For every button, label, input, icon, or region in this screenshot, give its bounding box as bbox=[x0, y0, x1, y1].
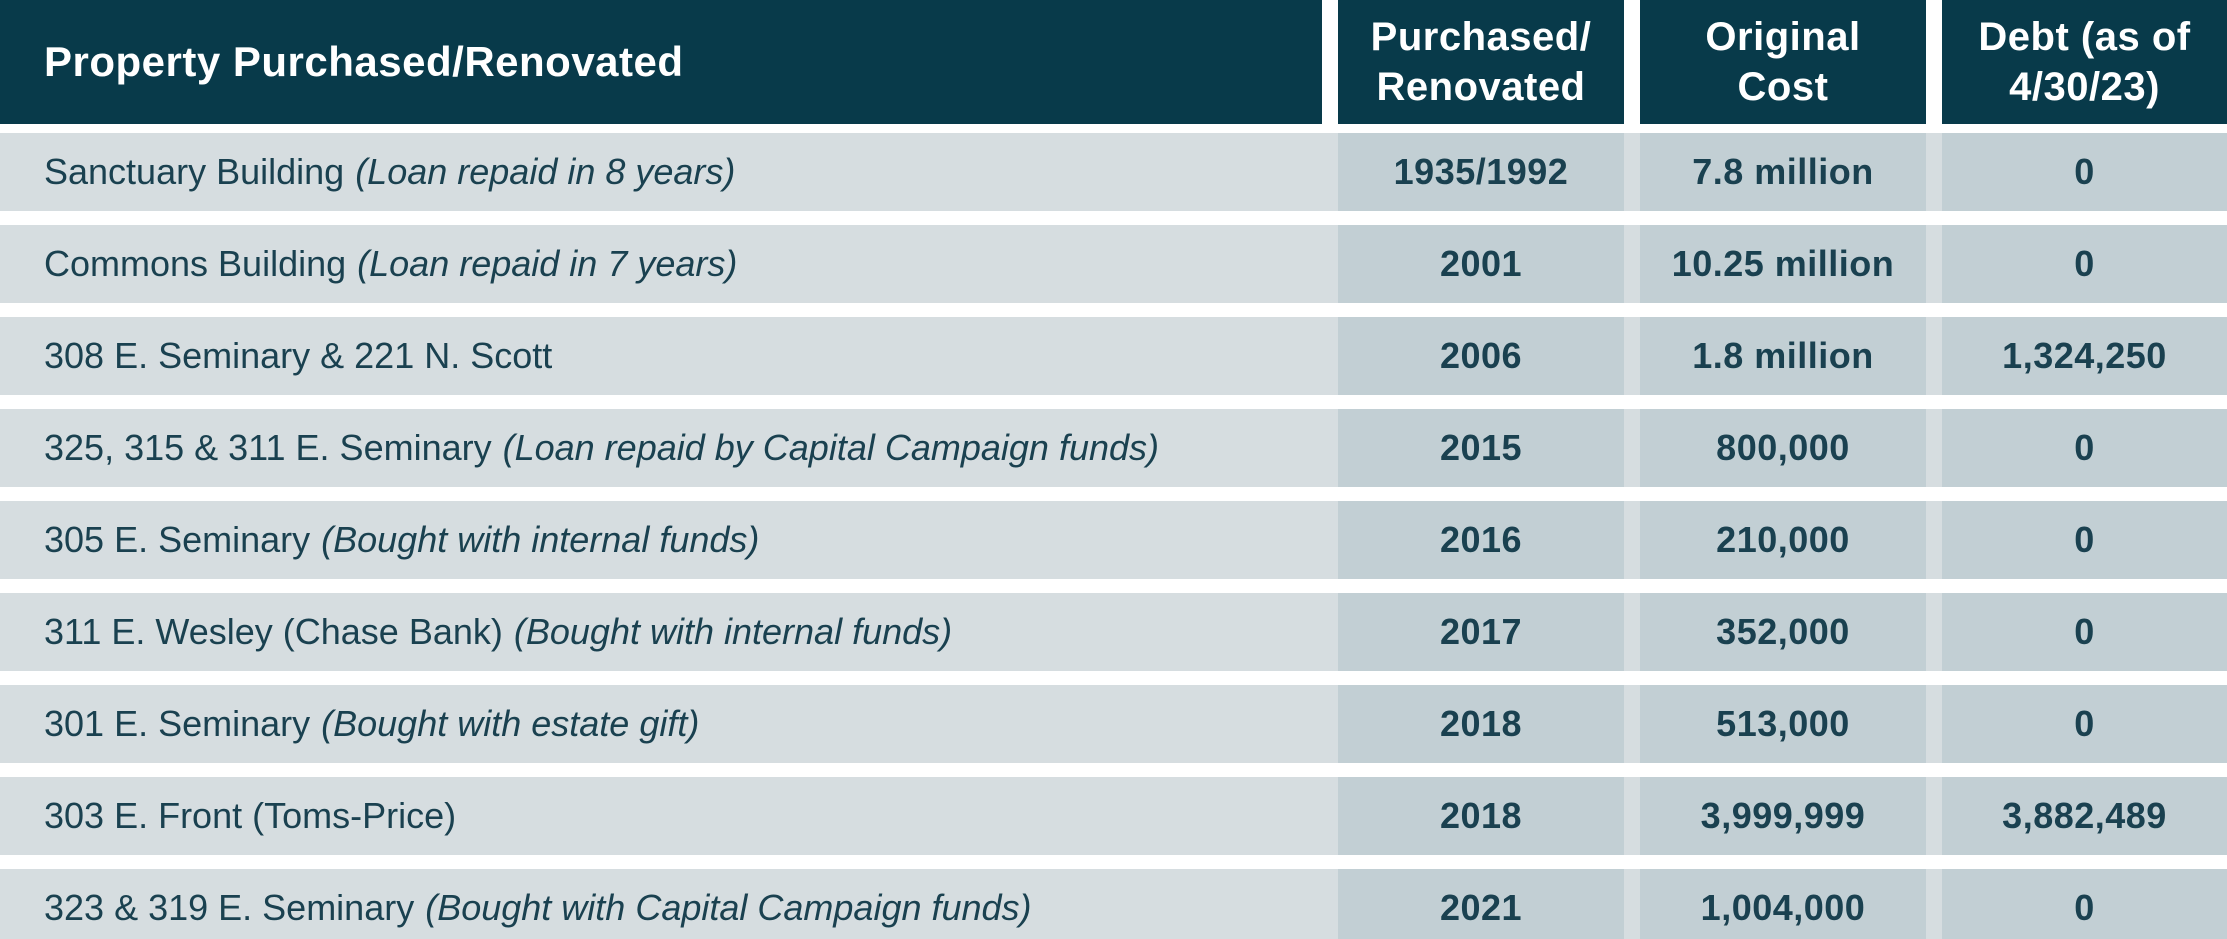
property-note: (Loan repaid by Capital Campaign funds) bbox=[502, 427, 1159, 468]
year-cell: 1935/1992 bbox=[1338, 133, 1624, 211]
cost-cell: 210,000 bbox=[1640, 501, 1926, 579]
header-debt: Debt (as of 4/30/23) bbox=[1942, 0, 2227, 124]
property-name: 323 & 319 E. Seminary bbox=[44, 887, 415, 928]
year-cell: 2018 bbox=[1338, 685, 1624, 763]
debt-cell: 0 bbox=[1942, 409, 2227, 487]
property-note: (Bought with internal funds) bbox=[513, 611, 953, 652]
property-cell: 325, 315 & 311 E. Seminary (Loan repaid … bbox=[44, 409, 1159, 487]
table-row: 303 E. Front (Toms-Price) 2018 3,999,999… bbox=[0, 777, 2227, 855]
property-note: (Bought with estate gift) bbox=[321, 703, 700, 744]
cost-cell: 513,000 bbox=[1640, 685, 1926, 763]
table-row: Commons Building (Loan repaid in 7 years… bbox=[0, 225, 2227, 303]
property-name: 311 E. Wesley (Chase Bank) bbox=[44, 611, 503, 652]
table-row: Sanctuary Building (Loan repaid in 8 yea… bbox=[0, 133, 2227, 211]
cost-cell: 1.8 million bbox=[1640, 317, 1926, 395]
property-cell: 303 E. Front (Toms-Price) bbox=[44, 777, 456, 855]
debt-cell: 0 bbox=[1942, 501, 2227, 579]
property-name: 308 E. Seminary & 221 N. Scott bbox=[44, 335, 553, 376]
debt-cell: 0 bbox=[1942, 685, 2227, 763]
debt-cell: 0 bbox=[1942, 593, 2227, 671]
cost-cell: 1,004,000 bbox=[1640, 869, 1926, 939]
property-cell: Commons Building (Loan repaid in 7 years… bbox=[44, 225, 737, 303]
debt-cell: 0 bbox=[1942, 869, 2227, 939]
property-name: Sanctuary Building bbox=[44, 151, 345, 192]
cost-cell: 10.25 million bbox=[1640, 225, 1926, 303]
property-name: Commons Building bbox=[44, 243, 347, 284]
cost-cell: 800,000 bbox=[1640, 409, 1926, 487]
property-cell: 308 E. Seminary & 221 N. Scott bbox=[44, 317, 552, 395]
year-cell: 2015 bbox=[1338, 409, 1624, 487]
property-cell: 323 & 319 E. Seminary (Bought with Capit… bbox=[44, 869, 1032, 939]
table-row: 308 E. Seminary & 221 N. Scott 2006 1.8 … bbox=[0, 317, 2227, 395]
property-cell: 311 E. Wesley (Chase Bank) (Bought with … bbox=[44, 593, 952, 671]
year-cell: 2001 bbox=[1338, 225, 1624, 303]
cost-cell: 7.8 million bbox=[1640, 133, 1926, 211]
property-note: (Bought with internal funds) bbox=[321, 519, 760, 560]
table-row: 305 E. Seminary (Bought with internal fu… bbox=[0, 501, 2227, 579]
header-purchased-renovated: Purchased/ Renovated bbox=[1338, 0, 1624, 124]
property-cell: Sanctuary Building (Loan repaid in 8 yea… bbox=[44, 133, 735, 211]
property-cell: 305 E. Seminary (Bought with internal fu… bbox=[44, 501, 759, 579]
property-note: (Bought with Capital Campaign funds) bbox=[425, 887, 1032, 928]
table-row: 323 & 319 E. Seminary (Bought with Capit… bbox=[0, 869, 2227, 939]
property-name: 303 E. Front (Toms-Price) bbox=[44, 795, 457, 836]
debt-cell: 1,324,250 bbox=[1942, 317, 2227, 395]
property-cell: 301 E. Seminary (Bought with estate gift… bbox=[44, 685, 699, 763]
year-cell: 2006 bbox=[1338, 317, 1624, 395]
cost-cell: 3,999,999 bbox=[1640, 777, 1926, 855]
table-row: 301 E. Seminary (Bought with estate gift… bbox=[0, 685, 2227, 763]
year-cell: 2018 bbox=[1338, 777, 1624, 855]
year-cell: 2021 bbox=[1338, 869, 1624, 939]
table-row: 311 E. Wesley (Chase Bank) (Bought with … bbox=[0, 593, 2227, 671]
table-body: Sanctuary Building (Loan repaid in 8 yea… bbox=[0, 133, 2227, 939]
year-cell: 2016 bbox=[1338, 501, 1624, 579]
property-note: (Loan repaid in 8 years) bbox=[355, 151, 736, 192]
property-name: 301 E. Seminary bbox=[44, 703, 311, 744]
header-original-cost: Original Cost bbox=[1640, 0, 1926, 124]
cost-cell: 352,000 bbox=[1640, 593, 1926, 671]
header-property: Property Purchased/Renovated bbox=[0, 0, 1322, 124]
table-row: 325, 315 & 311 E. Seminary (Loan repaid … bbox=[0, 409, 2227, 487]
year-cell: 2017 bbox=[1338, 593, 1624, 671]
property-note: (Loan repaid in 7 years) bbox=[357, 243, 738, 284]
property-name: 325, 315 & 311 E. Seminary bbox=[44, 427, 492, 468]
property-name: 305 E. Seminary bbox=[44, 519, 311, 560]
debt-cell: 0 bbox=[1942, 225, 2227, 303]
debt-cell: 3,882,489 bbox=[1942, 777, 2227, 855]
debt-cell: 0 bbox=[1942, 133, 2227, 211]
